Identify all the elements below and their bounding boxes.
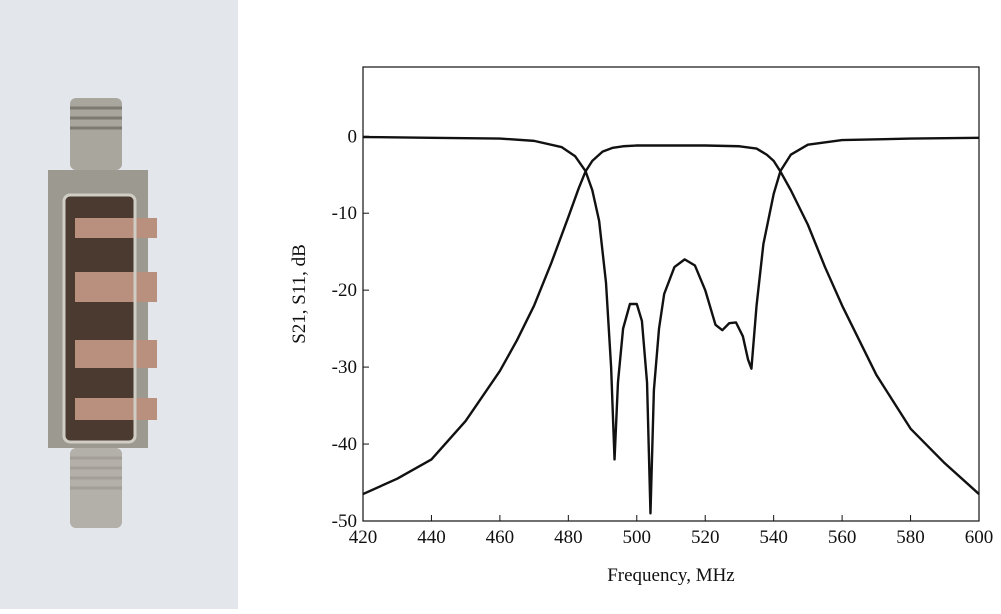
x-tick-label: 500 — [623, 527, 652, 548]
x-tick-label: 600 — [965, 527, 994, 548]
x-tick-label: 540 — [759, 527, 788, 548]
x-tick-label: 480 — [554, 527, 583, 548]
y-tick-label: -30 — [332, 357, 357, 378]
series-line — [362, 135, 980, 515]
x-tick-label: 420 — [349, 527, 378, 548]
x-tick-label: 560 — [828, 527, 857, 548]
series-line — [362, 144, 980, 496]
y-tick-label: -20 — [332, 280, 357, 301]
y-axis-label: S21, S11, dB — [289, 244, 310, 344]
x-tick-label: 580 — [896, 527, 925, 548]
y-tick-label: -40 — [332, 434, 357, 455]
plot-frame — [362, 66, 980, 522]
photo — [0, 0, 238, 609]
x-tick-label: 440 — [417, 527, 446, 548]
x-tick-label: 460 — [486, 527, 515, 548]
x-tick-label: 520 — [691, 527, 720, 548]
y-tick-label: -50 — [332, 511, 357, 532]
x-axis-label: Frequency, MHz — [607, 565, 735, 586]
y-tick-label: 0 — [348, 126, 358, 147]
y-tick-label: -10 — [332, 203, 357, 224]
